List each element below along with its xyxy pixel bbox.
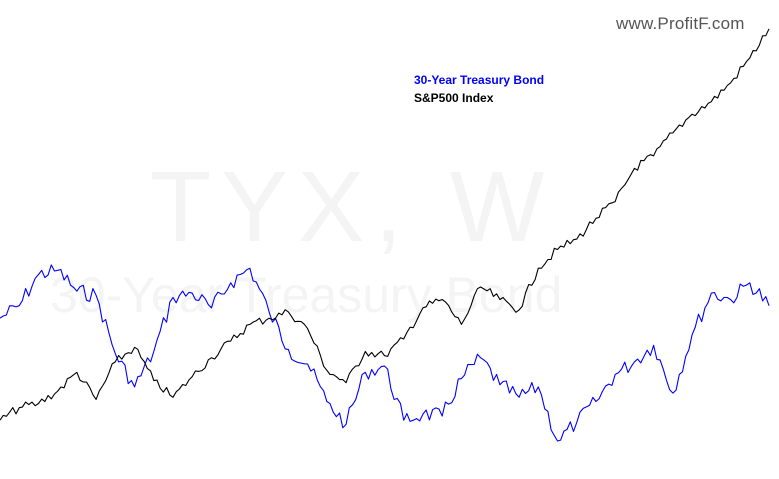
watermark-name: 30-Year Treasury Bond (50, 267, 563, 323)
legend-bond-label: 30-Year Treasury Bond (414, 73, 545, 87)
series-line-sp500 (0, 28, 770, 421)
brand-text: www.ProfitF.com (616, 14, 745, 33)
legend-spx-label: S&P500 Index (414, 91, 494, 105)
series-line-treasury-bond (0, 264, 770, 442)
brand-logo: www.ProfitF.com (616, 14, 745, 34)
watermark-symbol: TYX, W (150, 151, 555, 263)
